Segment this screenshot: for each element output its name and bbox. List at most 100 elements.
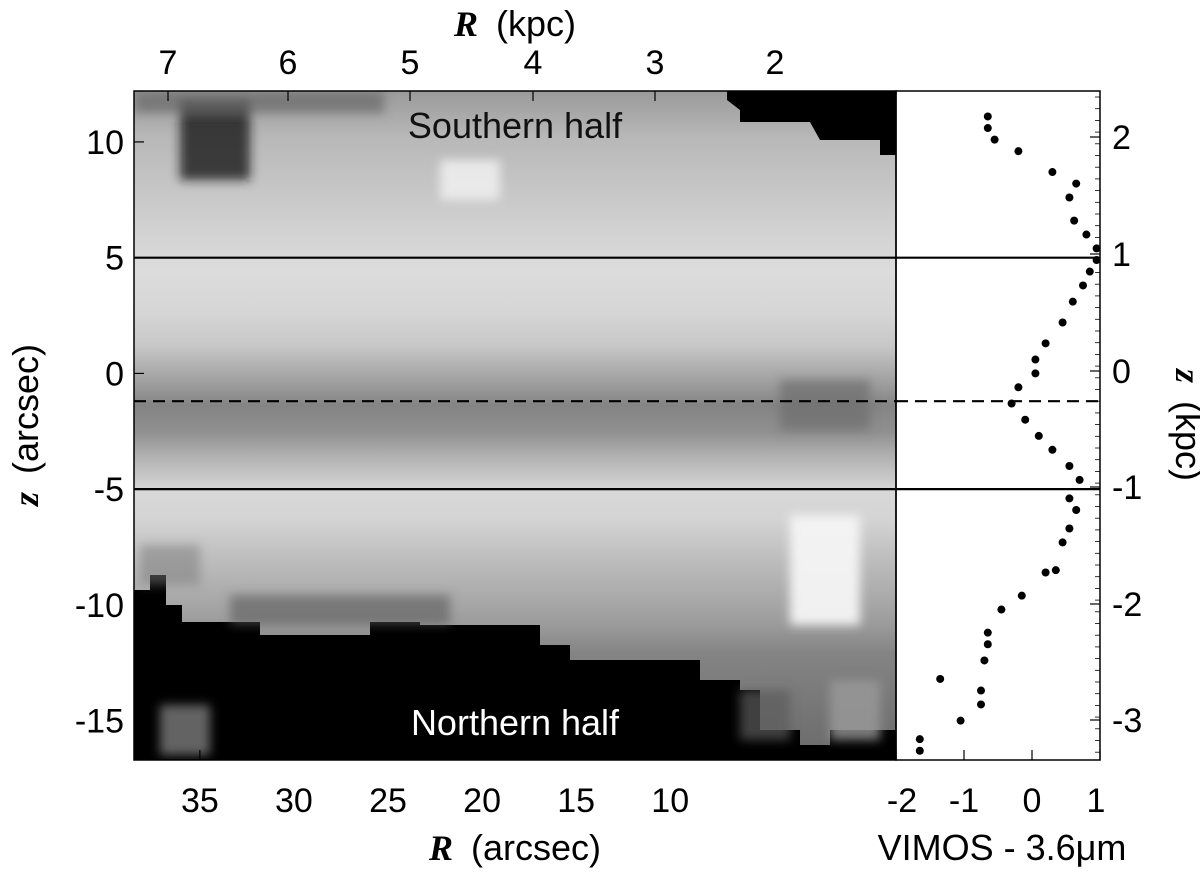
x-tick-label-5: 10 [651,782,689,820]
right-tick-label-3: -1 [1112,469,1142,507]
right-tick-label-2: 0 [1112,353,1131,391]
y-tick-label-0: 10 [86,124,124,162]
profile-point-23 [1065,462,1074,471]
profile-point-4 [1048,168,1057,177]
profile-point-41 [915,746,924,755]
right-tick-label-4: -2 [1112,586,1142,624]
x-tick-label-1: 30 [275,782,313,820]
left-axis-symbol: z [6,492,46,508]
image-texture [134,91,880,755]
image-map [134,91,896,760]
left-axis-unit: (arcsec) [5,344,46,474]
profile-point-40 [915,735,924,744]
profile-point-27 [1065,524,1074,533]
profile-point-26 [1072,505,1081,514]
y-tick-label-5: -15 [75,703,124,741]
top-axis-title: R (kpc) [453,3,576,44]
mask-upper-right [727,91,896,155]
profile-point-32 [997,605,1006,614]
bottom-axis-unit: (arcsec) [471,827,601,868]
profile-point-11 [1085,267,1094,276]
profile-point-1 [983,124,992,133]
right-tick-label-5: -3 [1112,702,1142,740]
profile-point-6 [1065,193,1074,202]
profile-point-12 [1079,281,1087,290]
right-tick-label-0: 2 [1112,119,1131,157]
right-axis-unit: (kpc) [1168,401,1200,481]
profile-point-38 [977,700,985,709]
profile-point-5 [1072,179,1081,188]
profile-point-20 [1021,415,1030,424]
profile-point-9 [1092,244,1101,253]
x-tick-label-0: 35 [181,782,219,820]
profile-point-16 [1031,355,1040,364]
profile-x-tick-label-1: -1 [949,782,979,820]
profile-point-34 [983,640,992,649]
profile-x-tick-label-3: 1 [1087,782,1106,820]
profile-points [915,112,1101,755]
top-axis-unit: (kpc) [496,3,576,44]
profile-point-14 [1058,318,1067,327]
right-tick-label-1: 1 [1112,236,1131,274]
profile-axis-title: VIMOS - 3.6μm [878,827,1127,868]
profile-point-30 [1041,568,1050,577]
profile-point-3 [1014,147,1023,156]
left-axis-title: z (arcsec) [5,344,46,508]
top-tick-label-1: 6 [279,44,298,82]
profile-point-39 [956,716,965,725]
image-ticks [134,91,776,760]
x-tick-label-3: 20 [463,782,501,820]
profile-point-7 [1070,216,1079,225]
profile-horizontal-lines [896,256,1100,491]
y-tick-label-1: 5 [105,240,124,278]
profile-point-10 [1092,255,1101,264]
profile-panel [895,90,1101,761]
profile-point-29 [1051,566,1060,575]
profile-point-2 [990,135,999,144]
profile-point-21 [1034,431,1043,440]
profile-axis-label: VIMOS - 3.6 [878,827,1076,868]
profile-point-17 [1031,369,1040,378]
bottom-axis-symbol: R [428,828,453,868]
profile-point-25 [1065,494,1074,503]
y-tick-label-2: 0 [105,355,124,393]
profile-point-28 [1058,538,1067,547]
profile-axis-unit: μm [1076,827,1127,868]
profile-point-33 [983,628,992,637]
profile-point-35 [980,656,989,665]
profile-point-24 [1075,475,1084,484]
top-tick-label-0: 7 [159,44,178,82]
profile-point-31 [1017,591,1026,600]
y-tick-label-3: -5 [94,471,124,509]
y-tick-label-4: -10 [75,587,124,625]
x-tick-label-2: 25 [369,782,407,820]
top-axis-symbol: R [453,4,478,44]
profile-ticks [895,96,1101,760]
profile-point-22 [1048,445,1057,454]
profile-x-tick-label-2: 0 [1023,782,1042,820]
profile-point-18 [1014,383,1023,392]
top-tick-label-2: 5 [401,44,420,82]
image-panel: Southern half Northern half [133,90,897,761]
profile-frame [895,90,1101,761]
annotation-southern-half: Southern half [408,105,623,146]
top-tick-label-4: 3 [646,44,665,82]
x-tick-label-4: 15 [557,782,595,820]
profile-point-36 [936,674,945,683]
mask-lower-left [134,575,896,760]
right-axis-symbol: z [1168,367,1200,383]
right-axis-title: z (kpc) [1168,367,1200,481]
profile-point-15 [1041,339,1050,348]
profile-point-19 [1007,399,1016,408]
bottom-axis-title: R (arcsec) [428,827,601,868]
image-horizontal-lines [134,256,896,491]
profile-point-13 [1068,297,1077,306]
top-tick-label-5: 2 [766,44,785,82]
profile-point-37 [977,686,985,695]
top-tick-label-3: 4 [524,44,543,82]
profile-x-tick-label-0: -2 [887,782,917,820]
profile-point-8 [1082,230,1091,239]
profile-point-0 [983,112,992,121]
